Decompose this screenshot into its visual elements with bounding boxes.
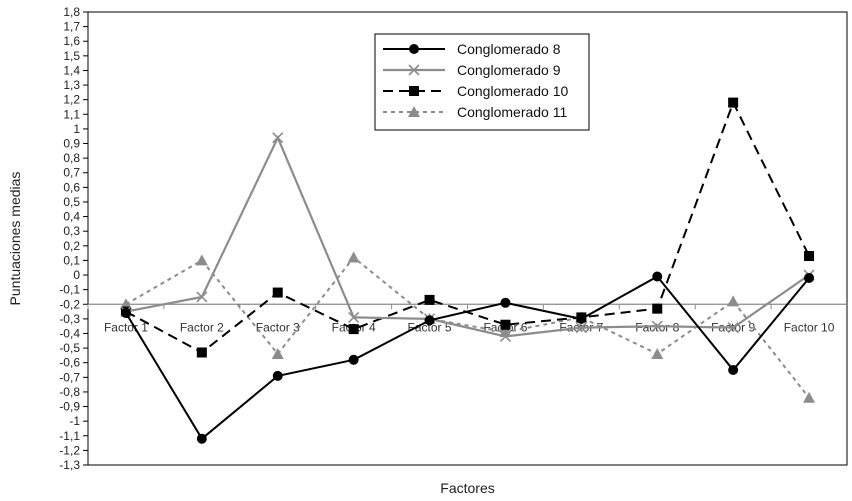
y-tick-label: 1,1 xyxy=(63,107,80,121)
y-tick-label: -0,4 xyxy=(59,326,80,340)
data-point xyxy=(409,86,419,96)
y-tick-label: 0,2 xyxy=(63,239,80,253)
data-point xyxy=(272,287,283,298)
plot-border xyxy=(87,11,848,466)
legend: Conglomerado 8 Conglomerado 9 Conglomerado… xyxy=(374,33,590,131)
data-point xyxy=(652,303,663,314)
y-tick-label: 0,3 xyxy=(63,224,80,238)
y-axis-title: Puntuaciones medias xyxy=(7,172,23,306)
y-tick-label: 1,2 xyxy=(63,93,80,107)
y-tick-label: 1,5 xyxy=(63,49,80,63)
data-point xyxy=(348,354,359,365)
legend-item: Conglomerado 11 xyxy=(383,104,567,120)
series-line xyxy=(125,275,810,441)
data-point xyxy=(804,272,815,283)
x-category-label: Factor 3 xyxy=(256,320,300,334)
y-tick-label: -0,6 xyxy=(59,356,80,370)
y-tick-label: -0,8 xyxy=(59,385,80,399)
legend-label: Conglomerado 8 xyxy=(457,41,561,57)
data-point xyxy=(652,271,663,282)
data-point xyxy=(195,254,208,266)
series-conglomerado-9 xyxy=(120,132,815,342)
data-point xyxy=(500,297,511,308)
data-point xyxy=(575,322,587,334)
data-point xyxy=(347,251,360,263)
y-tick-label: 1,6 xyxy=(63,34,80,48)
y-tick-label: 1,3 xyxy=(63,78,80,92)
y-tick-label: 1 xyxy=(73,122,80,136)
x-category-label: Factor 5 xyxy=(408,320,452,334)
y-tick-label: 1,7 xyxy=(63,20,80,34)
y-tick-label: 1,4 xyxy=(63,63,80,77)
data-point xyxy=(803,391,816,403)
y-tick-label: 1,8 xyxy=(63,5,80,19)
y-tick-label: 0,4 xyxy=(63,210,80,224)
legend-item: Conglomerado 10 xyxy=(383,83,569,99)
data-point xyxy=(727,295,740,307)
x-axis-title: Factores xyxy=(440,480,494,496)
y-tick-label: -1,1 xyxy=(59,429,80,443)
data-point xyxy=(272,132,284,144)
legend-item: Conglomerado 9 xyxy=(383,62,561,78)
data-point xyxy=(651,347,664,359)
data-point xyxy=(408,106,420,117)
series-conglomerado-8 xyxy=(120,271,815,444)
data-point xyxy=(728,97,739,108)
series-line xyxy=(125,135,810,338)
data-point xyxy=(500,319,511,330)
y-tick-label: 0 xyxy=(73,268,80,282)
y-tick-label: -1,3 xyxy=(59,458,80,472)
y-tick-label: -0,1 xyxy=(59,283,80,297)
data-point xyxy=(120,308,131,319)
data-point xyxy=(408,64,420,76)
series-layer xyxy=(119,97,816,444)
data-point xyxy=(576,313,587,324)
data-point xyxy=(348,324,359,335)
x-category-label: Factor 10 xyxy=(784,320,835,334)
data-point xyxy=(651,320,663,332)
legend-label: Conglomerado 9 xyxy=(457,62,561,78)
y-tick-label: -0,3 xyxy=(59,312,80,326)
y-tick-label: -1 xyxy=(69,414,80,428)
y-tick-label: -0,5 xyxy=(59,341,80,355)
x-category-label: Factor 1 xyxy=(104,320,148,334)
legend-label: Conglomerado 11 xyxy=(457,104,567,120)
legend-label: Conglomerado 10 xyxy=(457,83,569,99)
data-point xyxy=(196,347,207,358)
data-point xyxy=(424,315,435,326)
legend-item: Conglomerado 8 xyxy=(383,41,561,57)
y-axis: -1,3-1,2-1,1-1-0,9-0,8-0,7-0,6-0,5-0,4-0… xyxy=(59,5,88,472)
y-tick-label: 0,5 xyxy=(63,195,80,209)
data-point xyxy=(271,347,284,359)
y-tick-label: 0,7 xyxy=(63,166,80,180)
x-category-label: Factor 2 xyxy=(180,320,224,334)
y-tick-label: -0,7 xyxy=(59,370,80,384)
y-tick-label: 0,6 xyxy=(63,180,80,194)
data-point xyxy=(499,330,512,342)
y-tick-label: 0,9 xyxy=(63,137,80,151)
data-point xyxy=(728,365,739,376)
y-tick-label: -1,2 xyxy=(59,443,80,457)
y-tick-label: -0,9 xyxy=(59,400,80,414)
data-point xyxy=(348,311,360,323)
data-point xyxy=(804,251,815,262)
data-point xyxy=(409,44,419,54)
data-point xyxy=(196,433,207,444)
data-point xyxy=(424,294,435,305)
data-point xyxy=(119,298,132,310)
data-point xyxy=(196,291,208,303)
y-tick-label: 0,8 xyxy=(63,151,80,165)
series-line xyxy=(125,100,810,354)
data-point xyxy=(727,322,739,334)
y-tick-label: -0,2 xyxy=(59,297,80,311)
data-point xyxy=(272,370,283,381)
y-tick-label: 0,1 xyxy=(63,253,80,267)
